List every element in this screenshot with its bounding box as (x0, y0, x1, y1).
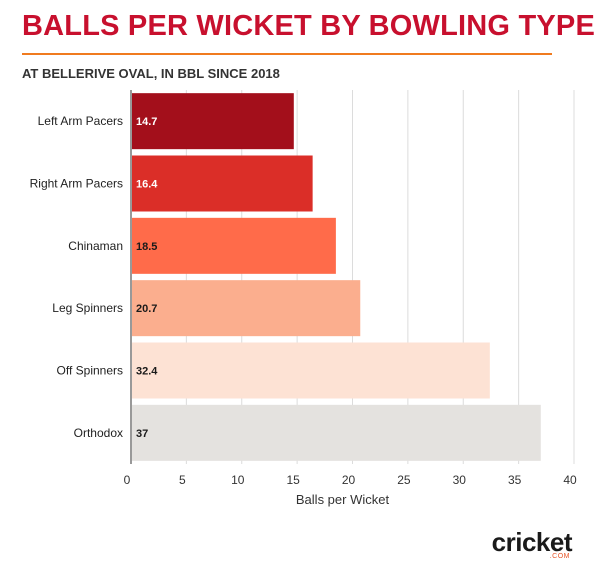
category-label: Off Spinners (57, 364, 123, 378)
bar (132, 93, 294, 150)
logo-suffix: .COM (549, 553, 570, 560)
bar (132, 155, 313, 212)
value-label: 32.4 (136, 366, 158, 378)
x-tick-label: 5 (179, 473, 186, 487)
category-label: Orthodox (74, 426, 123, 440)
logo-wordmark: cricket (491, 527, 573, 557)
category-label: Right Arm Pacers (30, 177, 123, 191)
category-label: Chinaman (68, 239, 123, 253)
x-tick-label: 30 (453, 473, 467, 487)
title-underline (22, 53, 552, 55)
bar (132, 217, 336, 274)
value-label: 37 (136, 428, 148, 440)
x-tick-label: 25 (397, 473, 411, 487)
value-label: 14.7 (136, 116, 157, 128)
cricket-logo: cricket .COM (491, 527, 573, 560)
x-tick-label: 20 (342, 473, 356, 487)
value-label: 16.4 (136, 179, 158, 191)
chart-title: BALLS PER WICKET BY BOWLING TYPE (22, 10, 595, 42)
category-label: Leg Spinners (52, 301, 123, 315)
value-label: 20.7 (136, 303, 157, 315)
bar (132, 280, 361, 337)
bar (132, 342, 490, 399)
x-tick-label: 35 (508, 473, 522, 487)
category-label: Left Arm Pacers (38, 114, 123, 128)
x-tick-label: 15 (286, 473, 300, 487)
x-tick-label: 10 (231, 473, 245, 487)
value-label: 18.5 (136, 241, 157, 253)
x-axis-title: Balls per Wicket (296, 492, 390, 507)
x-tick-label: 0 (124, 473, 131, 487)
bar (132, 404, 541, 461)
chart-subtitle: AT BELLERIVE OVAL, IN BBL SINCE 2018 (22, 66, 280, 81)
x-tick-label: 40 (563, 473, 577, 487)
